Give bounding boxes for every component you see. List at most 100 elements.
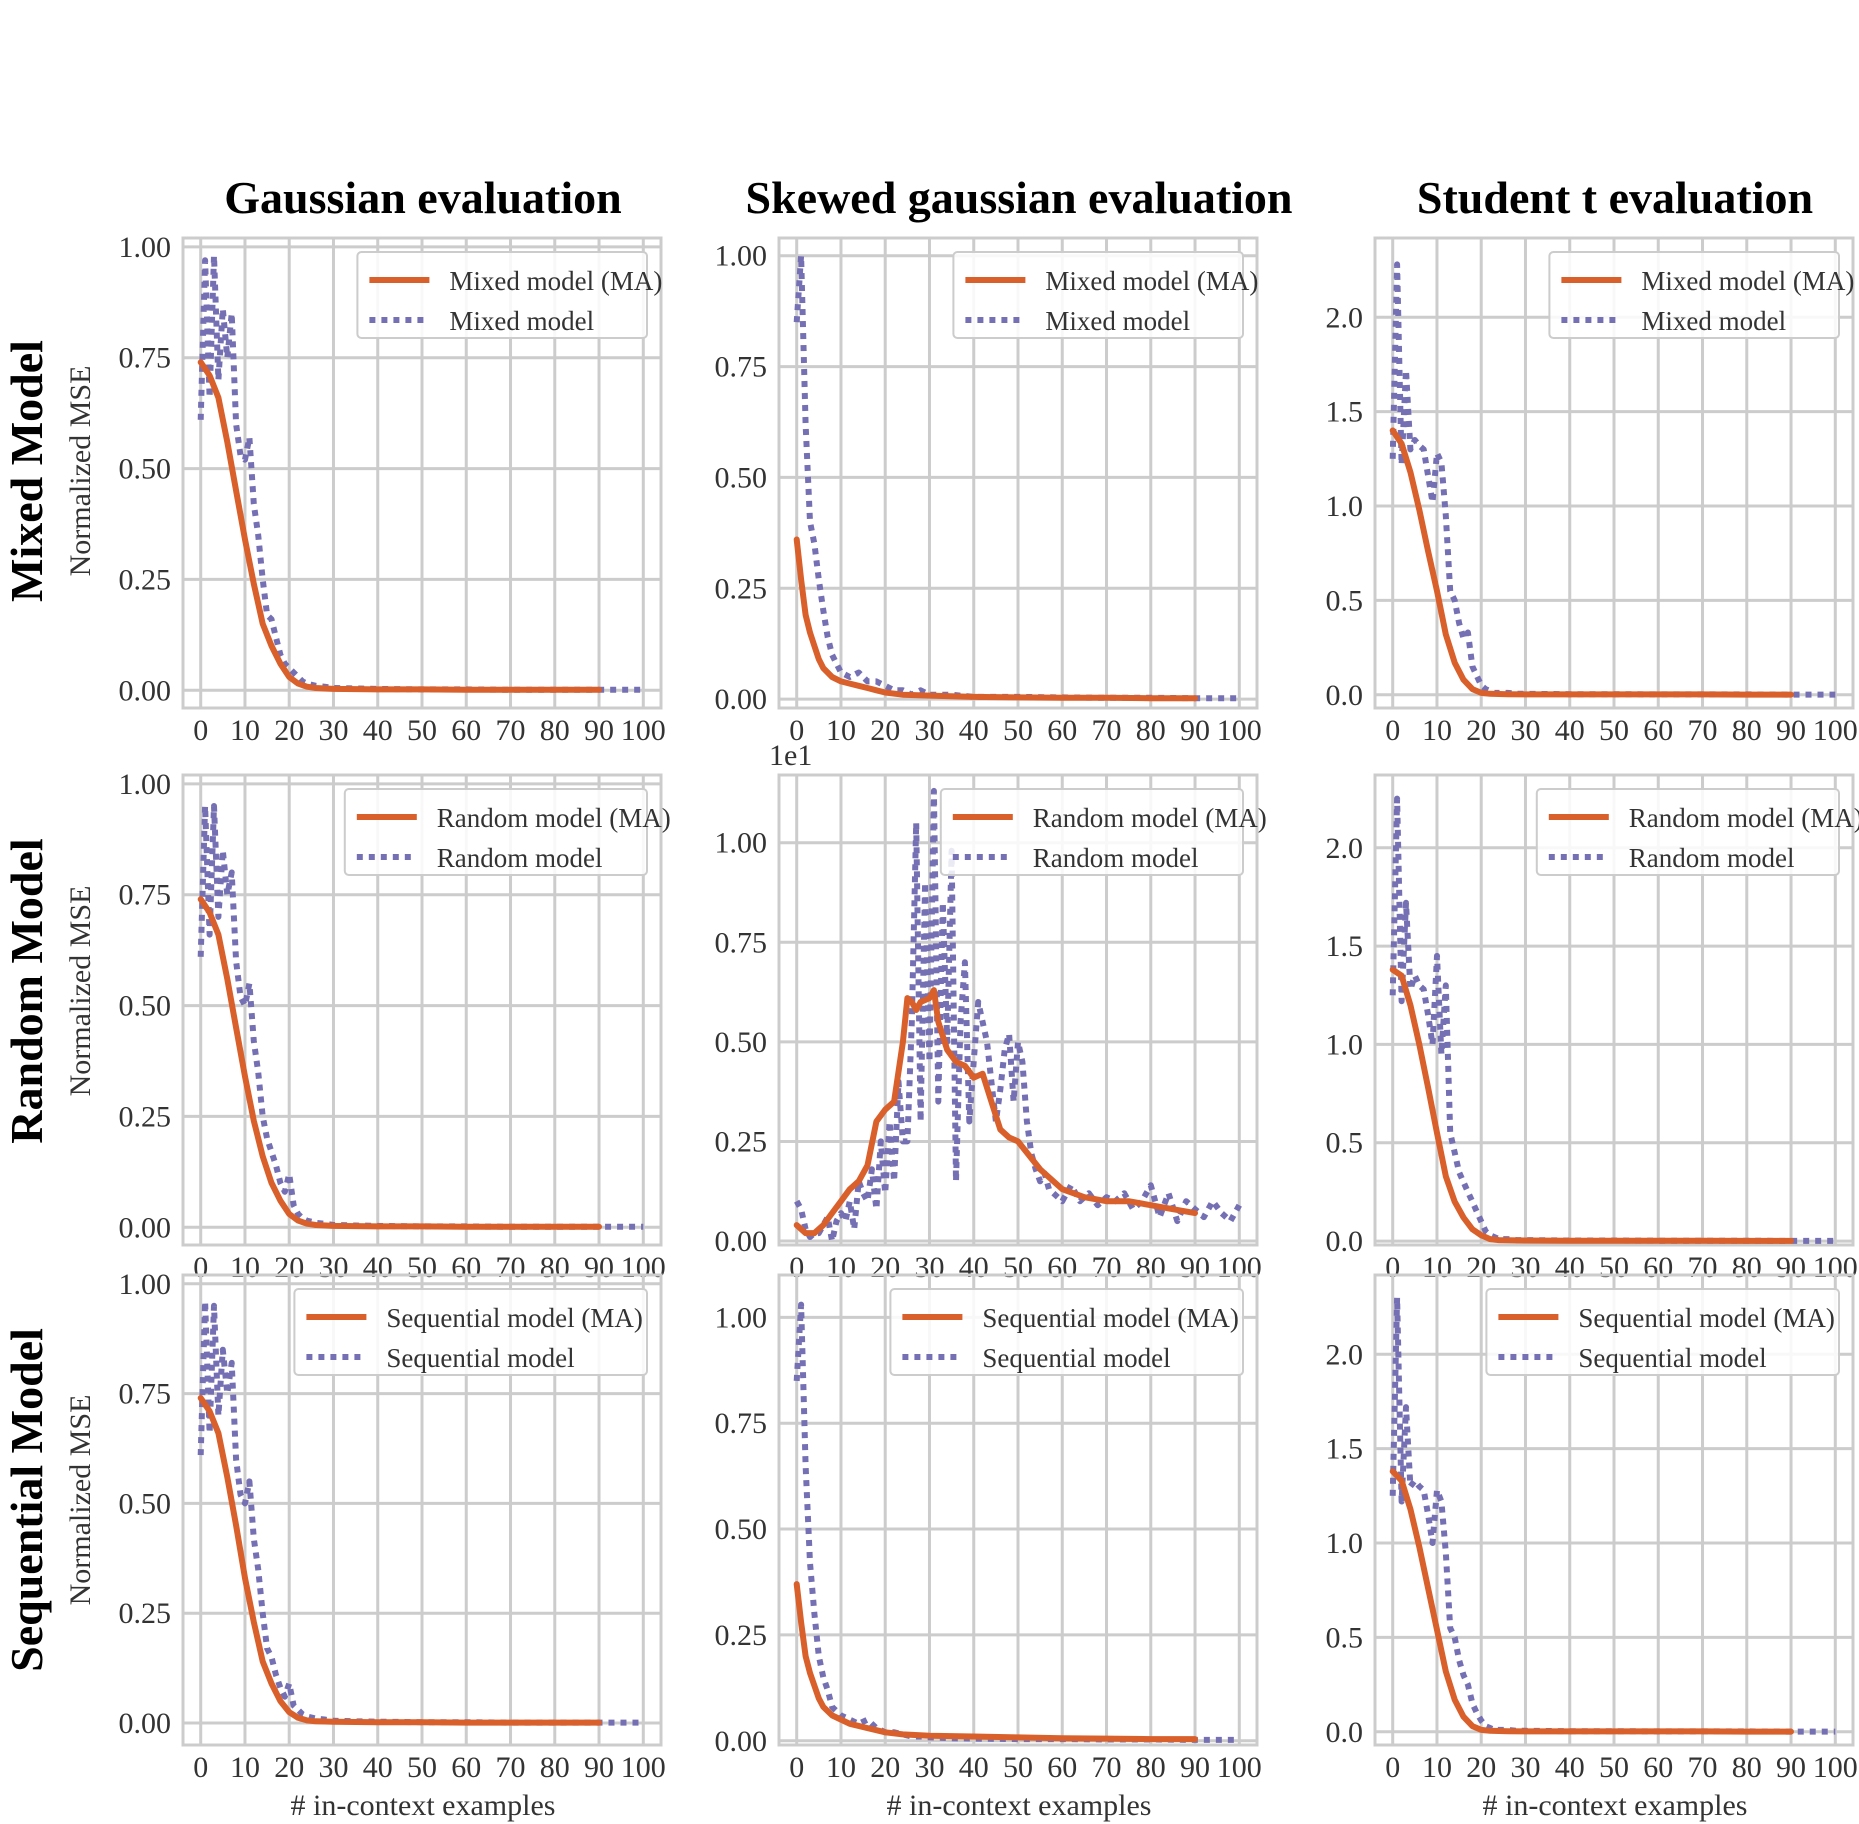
legend: Random model (MA) Random model (939, 788, 1267, 876)
x-tick-label: 20 (1466, 714, 1496, 747)
y-tick-label: 0.0 (1326, 679, 1364, 712)
x-tick-label: 30 (1510, 714, 1540, 747)
ylabel-row-1: Normalized MSE (64, 366, 97, 577)
legend-label: Sequential model (MA) (982, 1303, 1238, 1333)
legend-label: Sequential model (982, 1343, 1170, 1373)
legend-box (1535, 788, 1841, 876)
x-tick-label: 60 (1643, 714, 1673, 747)
subplot-r3-c1: 0 10 20 30 40 50 60 70 80 90 100 0.00 0.25 0.50 0.75 1.… (119, 1268, 666, 1784)
y-tick-label: 1.0 (1326, 1028, 1364, 1061)
legend-label: Sequential model (386, 1343, 574, 1373)
y-tick-label: 0.00 (715, 1725, 768, 1758)
series-line-moving-average (1389, 427, 1794, 698)
legend-label: Sequential model (MA) (1578, 1303, 1834, 1333)
column-title-skewed-gaussian: Skewed gaussian evaluation (745, 172, 1292, 223)
x-tick-label: 70 (496, 1751, 526, 1784)
x-tick-label: 100 (1217, 714, 1262, 747)
subplot-r1-c2: 0 10 20 30 40 50 60 70 80 90 100 0.00 0.25 0.50 0.75 1.… (715, 236, 1262, 747)
series-line-raw (197, 803, 644, 1230)
subplot-r3-c3: 0 10 20 30 40 50 60 70 80 90 100 0.0 0.5 1.0 1.5 2.0 Seq… (1326, 1273, 1858, 1784)
y-tick-label: 0.0 (1326, 1716, 1364, 1749)
y-tick-label: 1.00 (715, 1301, 768, 1334)
series-line-moving-average (197, 896, 602, 1230)
x-tick-label: 70 (1092, 1751, 1122, 1784)
x-tick-label: 60 (1047, 714, 1077, 747)
y-tick-label: 0.50 (715, 461, 768, 494)
y-tick-label: 1.00 (119, 1268, 172, 1301)
x-tick-label: 100 (621, 714, 666, 747)
x-tick-label: 10 (1422, 714, 1452, 747)
x-tick-label: 50 (1599, 1751, 1629, 1784)
x-tick-label: 70 (496, 714, 526, 747)
y-tick-label: 0.0 (1326, 1225, 1364, 1258)
x-tick-label: 30 (318, 1751, 348, 1784)
subplot-r1-c3: 0 10 20 30 40 50 60 70 80 90 100 0.0 0.5 1.0 1.5 2.0 Mix… (1326, 236, 1858, 747)
legend-label: Mixed model (MA) (1045, 266, 1258, 296)
series-line-moving-average (793, 987, 1198, 1237)
y-tick-label: 0.25 (715, 1619, 768, 1652)
x-tick-label: 40 (959, 1751, 989, 1784)
series-line-moving-average (793, 536, 1198, 702)
scale-offset-label: 1e1 (769, 739, 812, 772)
y-tick-label: 0.50 (715, 1513, 768, 1546)
x-tick-label: 100 (1813, 714, 1858, 747)
legend: Sequential model (MA) Sequential model (1485, 1288, 1841, 1376)
x-tick-label: 80 (1732, 1751, 1762, 1784)
x-tick-label: 80 (1136, 714, 1166, 747)
y-tick-label: 0.25 (715, 572, 768, 605)
y-tick-label: 1.0 (1326, 490, 1364, 523)
legend: Sequential model (MA) Sequential model (889, 1288, 1245, 1376)
legend-label: Random model (MA) (1629, 803, 1859, 833)
series-line-moving-average (197, 359, 602, 693)
legend-box (343, 788, 648, 876)
y-tick-label: 2.0 (1326, 832, 1364, 865)
x-tick-label: 100 (621, 1751, 666, 1784)
x-tick-label: 60 (451, 714, 481, 747)
y-tick-label: 1.0 (1326, 1527, 1364, 1560)
x-tick-label: 40 (363, 714, 393, 747)
x-tick-label: 20 (1466, 1751, 1496, 1784)
legend-label: Random model (437, 843, 603, 873)
legend-label: Mixed model (449, 306, 594, 336)
x-tick-label: 20 (870, 1751, 900, 1784)
legend-label: Mixed model (1641, 306, 1786, 336)
x-tick-label: 90 (1776, 714, 1806, 747)
x-tick-label: 70 (1688, 1751, 1718, 1784)
plot-frame (777, 1273, 1259, 1747)
y-tick-label: 0.00 (715, 1225, 768, 1258)
x-tick-label: 10 (230, 714, 260, 747)
plot-frame (777, 236, 1259, 710)
x-tick-label: 80 (540, 1751, 570, 1784)
y-tick-label: 0.75 (119, 879, 172, 912)
x-tick-label: 100 (1217, 1751, 1262, 1784)
subplot-r1-c1: 0 10 20 30 40 50 60 70 80 90 100 0.00 0.25 0.50 0.75 1.… (119, 231, 666, 747)
row-title-mixed-model: Mixed Model (1, 340, 52, 602)
x-tick-label: 60 (451, 1751, 481, 1784)
legend-label: Random model (MA) (1033, 803, 1267, 833)
plot-frame (181, 1273, 663, 1747)
y-tick-label: 0.00 (119, 1211, 172, 1244)
xlabel-col-3: # in-context examples (1483, 1789, 1748, 1822)
x-tick-label: 40 (1555, 1751, 1585, 1784)
series-line-moving-average (1389, 1468, 1794, 1735)
y-tick-label: 1.5 (1326, 396, 1364, 429)
x-tick-label: 0 (193, 1751, 208, 1784)
x-tick-label: 0 (789, 1751, 804, 1784)
x-tick-label: 30 (1510, 1751, 1540, 1784)
x-tick-label: 0 (193, 714, 208, 747)
legend-label: Sequential model (MA) (386, 1303, 642, 1333)
legend: Mixed model (MA) Mixed model (1548, 251, 1854, 339)
x-tick-label: 10 (826, 714, 856, 747)
y-tick-label: 0.75 (119, 342, 172, 375)
legend-box (939, 788, 1244, 876)
x-tick-label: 70 (1688, 714, 1718, 747)
x-tick-label: 40 (959, 714, 989, 747)
legend-label: Random model (1629, 843, 1795, 873)
x-tick-label: 20 (274, 714, 304, 747)
legend: Mixed model (MA) Mixed model (952, 251, 1258, 339)
y-tick-label: 0.50 (119, 1487, 172, 1520)
legend-box (293, 1288, 648, 1376)
y-tick-label: 0.25 (119, 1597, 172, 1630)
x-tick-label: 70 (1092, 714, 1122, 747)
